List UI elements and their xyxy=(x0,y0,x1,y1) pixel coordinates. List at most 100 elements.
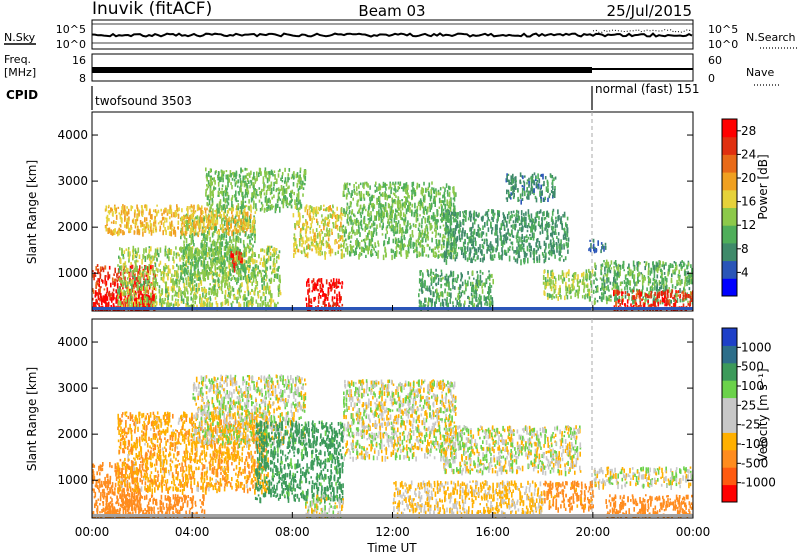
power-cell xyxy=(114,208,117,213)
power-cell xyxy=(435,188,437,192)
power-cell xyxy=(135,259,138,263)
power-cell xyxy=(193,217,196,222)
power-cell xyxy=(371,244,374,248)
power-cell xyxy=(233,256,236,263)
power-cell xyxy=(534,227,536,232)
power-cell xyxy=(433,195,436,199)
power-cell xyxy=(421,289,423,294)
power-cell xyxy=(134,275,136,281)
power-cell xyxy=(333,302,336,306)
power-cell xyxy=(201,205,203,210)
power-cell xyxy=(223,277,225,282)
power-cell xyxy=(471,234,473,238)
power-cell xyxy=(321,288,324,293)
power-cell xyxy=(468,304,470,308)
power-cell xyxy=(235,211,238,216)
power-cell xyxy=(299,202,302,208)
power-cell xyxy=(114,297,116,300)
power-cell xyxy=(259,208,262,212)
power-cell xyxy=(126,206,128,209)
power-cell xyxy=(213,223,216,226)
power-cell xyxy=(339,237,341,241)
power-cell xyxy=(430,268,432,274)
power-cell xyxy=(409,234,412,237)
power-cell xyxy=(192,226,195,231)
power-cell xyxy=(160,208,162,212)
power-cell xyxy=(128,257,130,263)
power-cell xyxy=(436,225,438,230)
power-cell xyxy=(382,212,385,217)
power-cell xyxy=(220,227,222,231)
power-cell xyxy=(207,271,209,278)
power-cell xyxy=(108,274,111,279)
power-cell xyxy=(196,256,198,263)
power-cell xyxy=(301,238,303,242)
power-cell xyxy=(265,278,267,282)
power-cell xyxy=(326,231,329,236)
power-cell xyxy=(235,180,238,185)
power-cell xyxy=(112,288,115,292)
power-cell xyxy=(375,227,377,232)
power-cell xyxy=(482,257,484,263)
power-cell xyxy=(305,234,307,238)
power-cell xyxy=(295,223,298,226)
power-cell xyxy=(266,171,268,176)
power-cell xyxy=(95,290,97,296)
power-cell xyxy=(350,234,353,239)
power-cell xyxy=(152,294,154,300)
power-cell xyxy=(559,247,562,253)
power-cell xyxy=(439,213,442,217)
power-cell xyxy=(105,291,108,296)
power-cell xyxy=(323,204,325,207)
power-cell xyxy=(471,300,474,306)
power-cell xyxy=(239,270,242,277)
power-cell xyxy=(312,284,315,288)
power-region-9 xyxy=(342,181,457,261)
power-cell xyxy=(390,248,393,254)
power-cell xyxy=(175,252,178,255)
power-cell xyxy=(98,284,100,288)
power-cell xyxy=(208,272,210,275)
power-cell xyxy=(172,278,174,285)
power-cell xyxy=(391,254,393,261)
power-cell xyxy=(392,224,394,231)
power-cell xyxy=(108,204,110,207)
power-cell xyxy=(209,223,212,230)
power-cell xyxy=(432,271,435,275)
power-cell xyxy=(358,222,360,225)
power-cell xyxy=(233,172,236,178)
power-cell xyxy=(257,265,259,270)
power-cell xyxy=(416,182,419,188)
power-cell xyxy=(220,280,223,283)
power-cell xyxy=(355,251,357,255)
power-cell xyxy=(330,208,333,212)
power-cell xyxy=(459,227,461,233)
power-cell xyxy=(460,272,462,275)
power-cell xyxy=(168,247,170,251)
power-cell xyxy=(306,237,308,243)
power-cell xyxy=(166,266,169,269)
power-cell xyxy=(176,282,178,288)
power-cell xyxy=(261,262,264,267)
power-cell xyxy=(339,214,341,219)
power-cell xyxy=(193,291,196,295)
power-cell xyxy=(262,181,265,184)
power-cell xyxy=(308,298,310,301)
power-cell xyxy=(479,299,482,305)
power-cell xyxy=(337,245,340,250)
power-cell xyxy=(174,229,176,234)
power-cell xyxy=(409,202,412,206)
power-cell xyxy=(236,231,239,236)
power-cell xyxy=(236,263,239,269)
power-cell xyxy=(554,222,557,229)
power-cell xyxy=(448,252,450,257)
power-cell xyxy=(176,270,179,274)
power-cell xyxy=(437,281,440,285)
power-cell xyxy=(158,285,161,289)
power-cell xyxy=(190,293,192,296)
power-cell xyxy=(217,176,219,181)
power-cell xyxy=(411,195,413,200)
power-cell xyxy=(526,239,528,243)
power-cell xyxy=(389,183,392,189)
power-cell xyxy=(244,296,247,302)
